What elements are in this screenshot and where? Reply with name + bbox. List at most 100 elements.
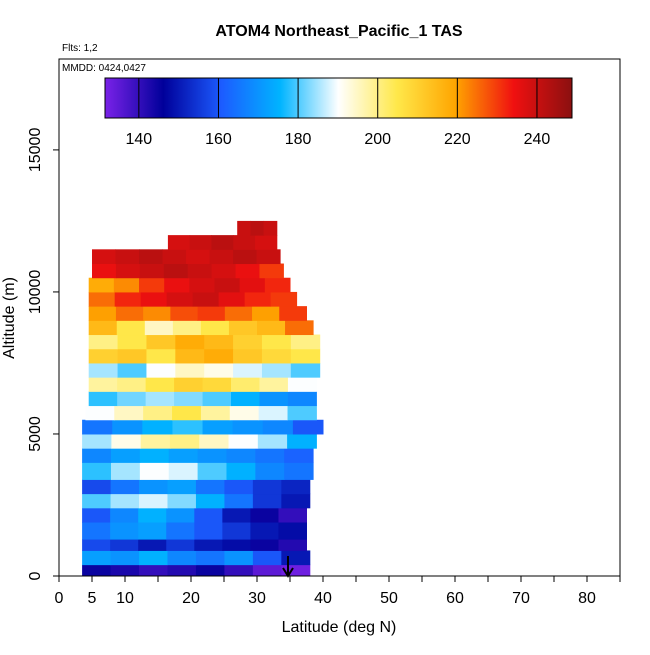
cell — [175, 348, 205, 364]
x-tick-label: 50 — [380, 590, 398, 607]
cell — [228, 433, 259, 449]
cell — [168, 462, 199, 480]
colorbar — [104, 77, 573, 119]
cell — [281, 564, 311, 577]
cell — [167, 479, 197, 495]
cell — [82, 493, 112, 509]
cell — [186, 249, 211, 265]
cell — [82, 522, 111, 540]
cell — [166, 291, 194, 307]
cell — [250, 507, 279, 523]
cell — [281, 493, 311, 509]
cell — [228, 320, 258, 336]
chart-title: ATOM4 Northeast_Pacific_1 TAS — [215, 23, 463, 40]
cell — [200, 320, 230, 336]
cell — [146, 348, 176, 364]
cell — [110, 462, 141, 480]
cell — [140, 291, 168, 307]
cell — [117, 362, 147, 378]
cell — [194, 507, 223, 523]
cell — [259, 377, 289, 392]
cell — [110, 539, 139, 551]
cell — [110, 564, 140, 577]
colorbar-tick-label: 240 — [524, 131, 551, 148]
cell — [139, 479, 168, 495]
cell — [172, 320, 202, 336]
cell — [231, 377, 260, 392]
cell — [114, 291, 142, 307]
cell — [82, 550, 112, 566]
cell — [197, 462, 227, 480]
cell — [82, 419, 113, 435]
cell — [194, 539, 223, 551]
cell — [166, 539, 195, 551]
cell — [200, 405, 231, 421]
cell — [252, 493, 282, 509]
cell — [117, 377, 147, 392]
cell — [235, 263, 260, 279]
cell — [88, 334, 119, 350]
cell — [168, 448, 199, 463]
cell — [264, 277, 291, 293]
cell — [88, 362, 119, 378]
cell — [174, 377, 204, 392]
x-tick-label: 80 — [578, 590, 596, 607]
cell — [189, 277, 216, 293]
cell — [229, 405, 260, 421]
cell — [92, 249, 117, 265]
cell — [290, 348, 321, 364]
cell — [285, 320, 314, 336]
cell — [143, 405, 173, 421]
cell — [174, 391, 204, 407]
cell — [287, 405, 317, 421]
cell — [110, 479, 140, 495]
cell — [204, 348, 234, 364]
cell — [113, 277, 140, 293]
x-tick-label: 30 — [248, 590, 266, 607]
x-tick-label: 20 — [182, 590, 200, 607]
cell — [202, 419, 234, 435]
plot-frame — [58, 58, 621, 577]
cell — [114, 405, 144, 421]
colorbar-tick-label: 160 — [205, 131, 232, 148]
x-tick-label: 0 — [55, 590, 64, 607]
cell — [261, 348, 292, 364]
cell — [224, 479, 254, 495]
cell — [257, 320, 286, 336]
cell — [143, 306, 171, 321]
cell — [204, 334, 234, 350]
cell — [270, 291, 298, 307]
cell — [258, 405, 289, 421]
cell — [263, 220, 278, 236]
cell — [110, 507, 139, 523]
cell — [224, 550, 254, 566]
cell — [218, 291, 246, 307]
cell — [224, 493, 254, 509]
cell — [250, 539, 279, 551]
cell — [172, 419, 204, 435]
cell — [85, 405, 115, 421]
cell — [139, 493, 168, 509]
colorbar-tick-label: 220 — [444, 131, 471, 148]
cell — [292, 419, 324, 435]
cell — [144, 320, 174, 336]
cell — [115, 306, 144, 321]
cell — [139, 263, 165, 279]
cell — [116, 320, 146, 336]
cell — [233, 334, 263, 350]
x-tick-label: 10 — [116, 590, 134, 607]
x-axis-label: Latitude (deg N) — [282, 619, 397, 636]
cell — [195, 550, 225, 566]
cell — [169, 433, 200, 449]
cell — [175, 334, 205, 350]
cell — [290, 334, 321, 350]
cell — [231, 391, 260, 407]
y-tick-label: 10000 — [27, 270, 44, 315]
cell — [261, 362, 292, 378]
cell — [250, 522, 279, 540]
cell — [139, 277, 165, 293]
cell — [82, 433, 112, 449]
subtitle: Flts: 1,2 — [62, 43, 98, 54]
cell — [224, 564, 254, 577]
